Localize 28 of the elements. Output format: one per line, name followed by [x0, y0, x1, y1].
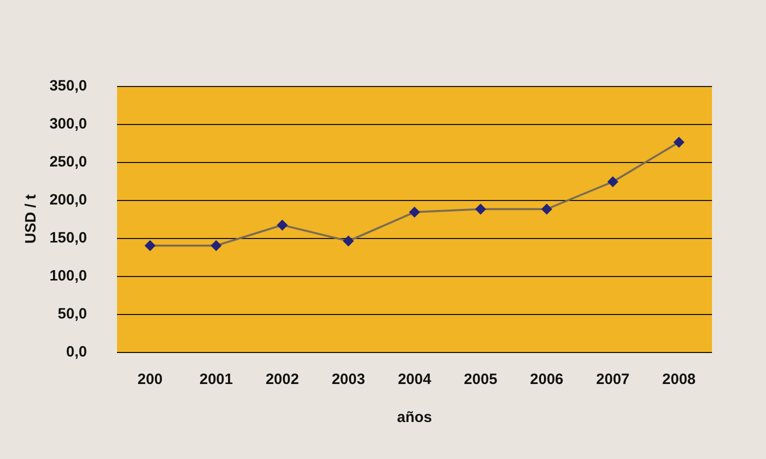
y-axis-title: USD / t: [22, 194, 40, 244]
x-tick-label: 2005: [464, 371, 498, 388]
point: [342, 236, 354, 247]
point: [210, 240, 222, 252]
y-tick-label: 350,0: [49, 78, 87, 94]
y-tick-label: 0,0: [66, 344, 87, 360]
y-tick-label: 200,0: [49, 192, 87, 208]
x-tick-label: 2001: [199, 371, 233, 388]
point: [673, 136, 684, 148]
x-tick-label: 2004: [398, 371, 432, 388]
x-tick-label: 2007: [596, 371, 630, 388]
x-tick-label: 200: [138, 371, 163, 388]
point: [541, 204, 552, 215]
x-tick-label: 2002: [266, 371, 299, 388]
x-tick-label: 2008: [662, 371, 696, 388]
x-axis-title: años: [396, 409, 432, 426]
y-tick-label: 100,0: [49, 268, 87, 284]
y-tick-label: 150,0: [49, 230, 87, 246]
point: [475, 204, 486, 215]
y-tick-label: 250,0: [49, 154, 87, 170]
y-tick-label: 300,0: [49, 116, 87, 132]
x-tick-label: 2003: [332, 371, 366, 388]
point: [276, 220, 288, 231]
x-tick-label: 2006: [530, 371, 564, 388]
point: [409, 206, 420, 218]
point: [144, 240, 156, 252]
point: [607, 176, 618, 188]
y-tick-label: 50,0: [58, 306, 87, 322]
